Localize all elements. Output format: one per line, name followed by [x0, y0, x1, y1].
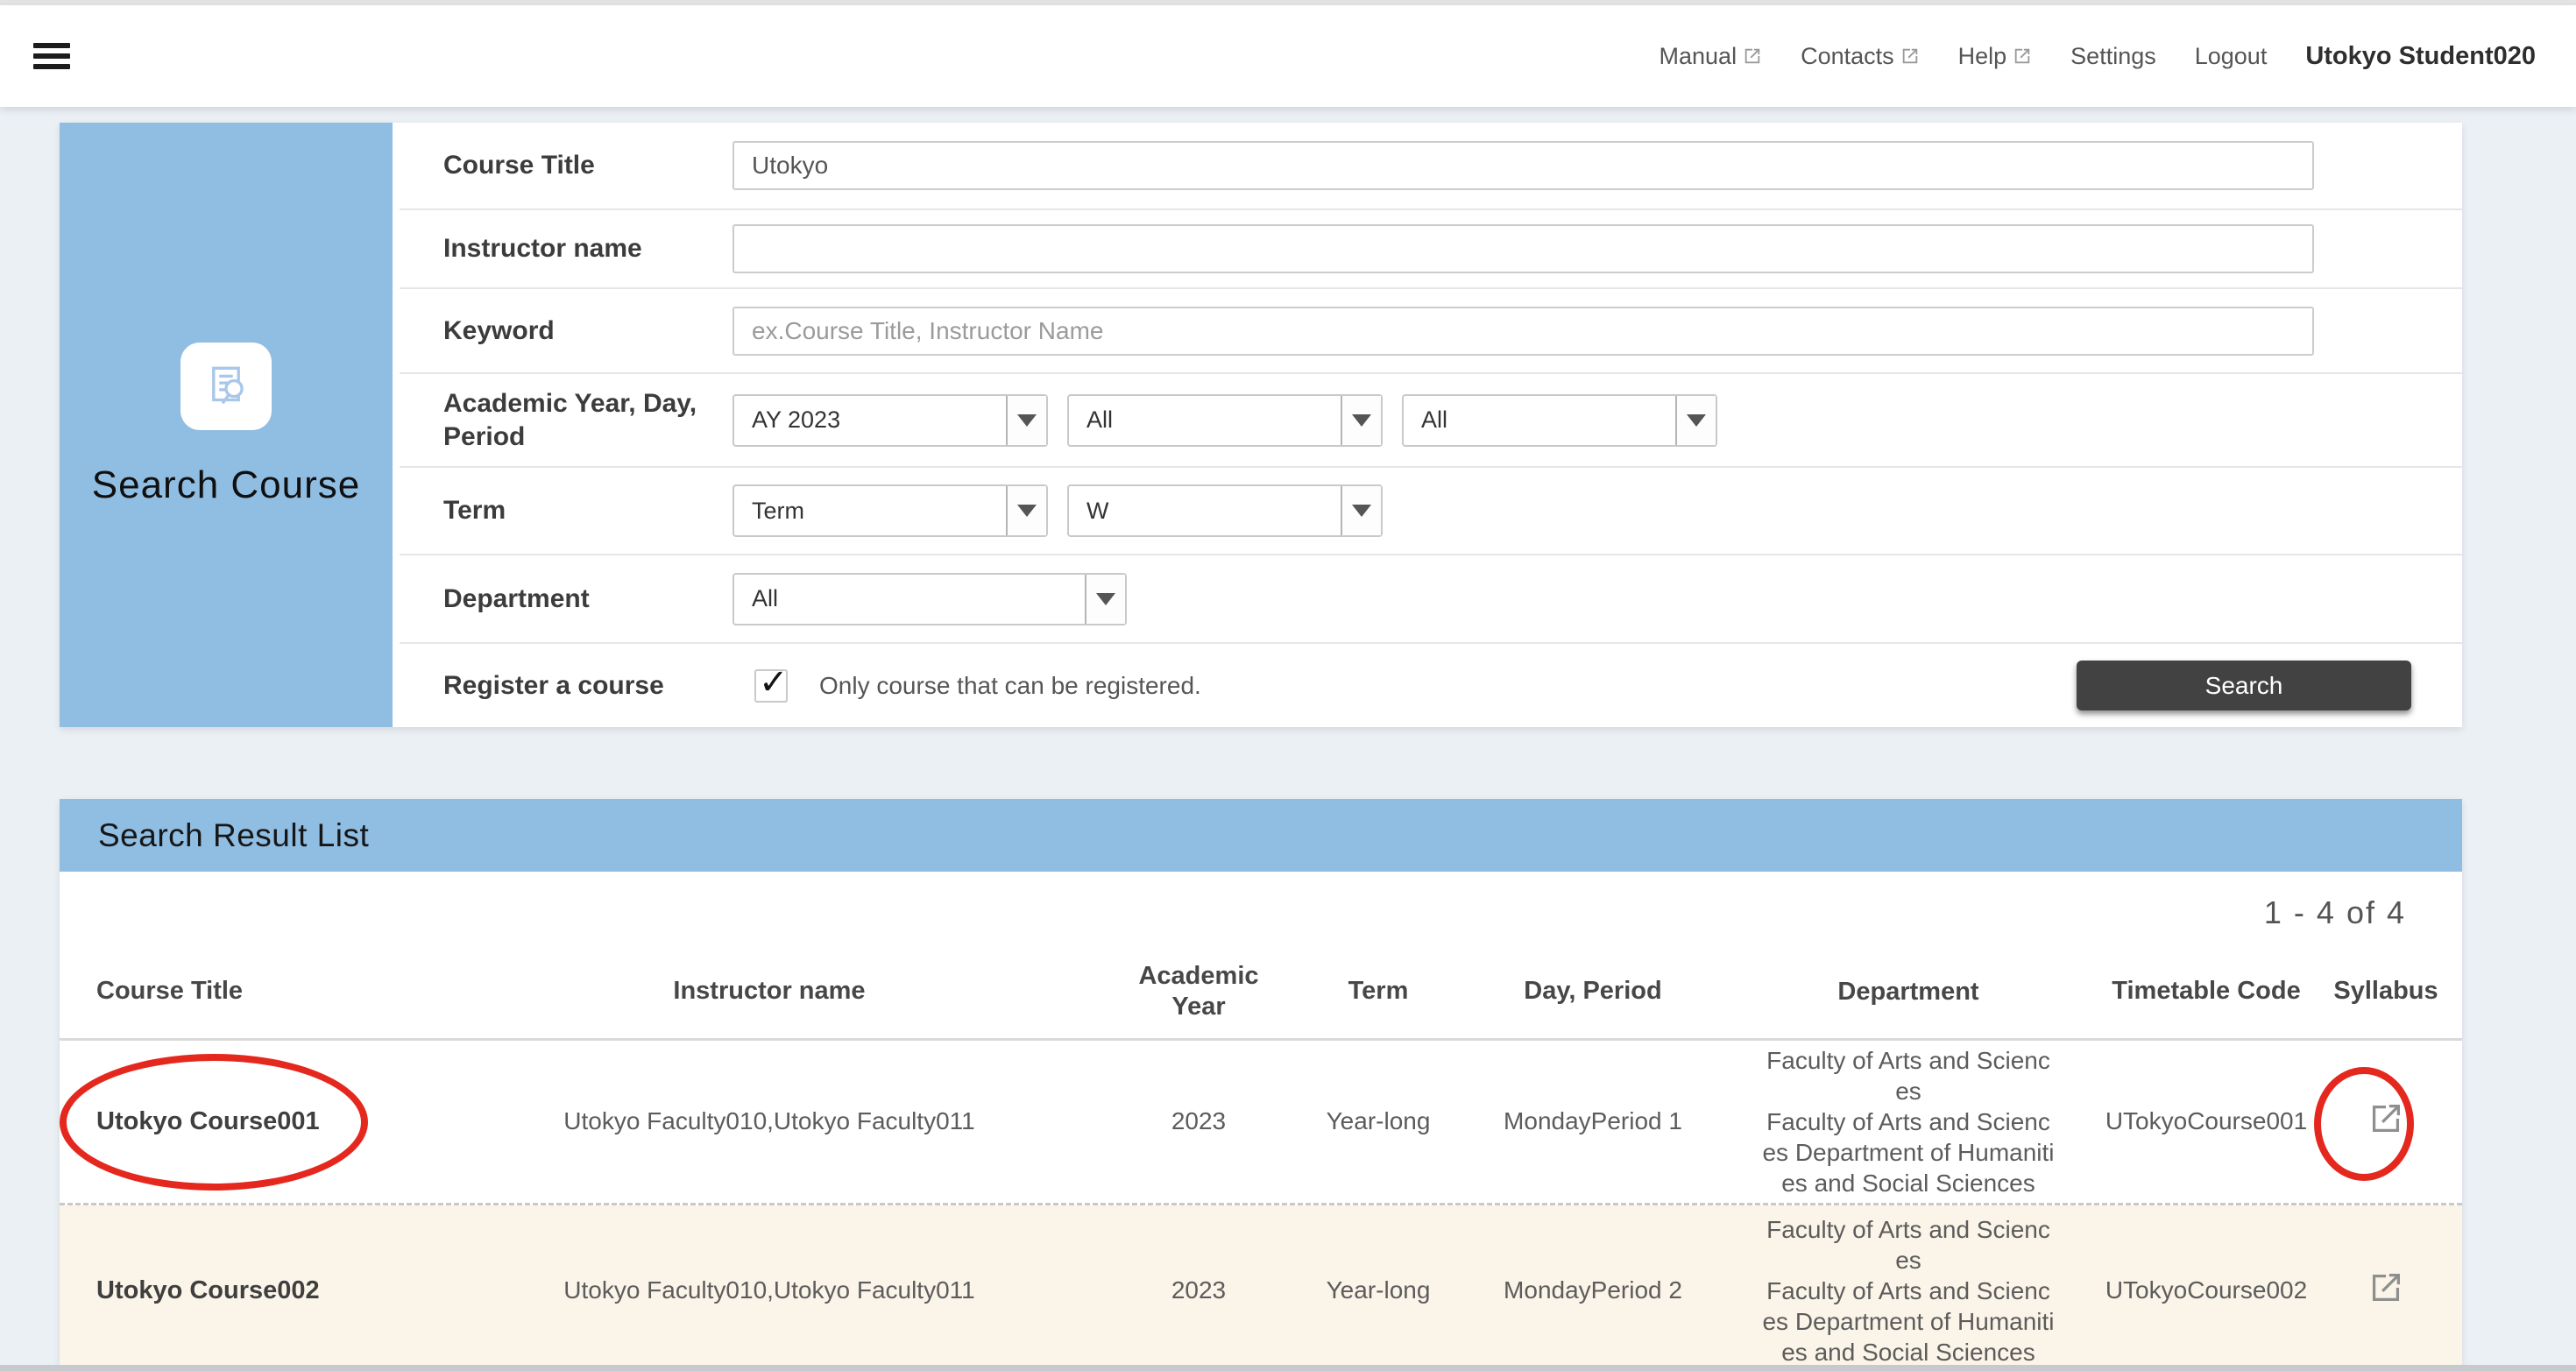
day-select[interactable]: All — [1067, 393, 1383, 447]
day-period-cell: MondayPeriod 1 — [1504, 1107, 1682, 1135]
external-link-icon — [1902, 48, 1917, 64]
period-select[interactable]: All — [1402, 393, 1717, 447]
term-row: Term Term W — [400, 466, 2462, 554]
term-select-value: Term — [752, 497, 804, 524]
instructor-name-row: Instructor name — [400, 208, 2462, 287]
table-row: Utokyo Course001 Utokyo Faculty010,Utoky… — [60, 1041, 2462, 1205]
pagination-status: 1 - 4 of 4 — [2263, 894, 2406, 930]
search-course-icon-card — [180, 343, 272, 430]
instructor-name-label: Instructor name — [443, 234, 642, 264]
instructor-cell: Utokyo Faculty010,Utokyo Faculty011 — [563, 1107, 975, 1135]
timetable-code-cell: UTokyoCourse001 — [2105, 1107, 2308, 1135]
chevron-down-icon — [1675, 395, 1716, 445]
external-link-icon — [2014, 48, 2030, 64]
app-header: Manual Contacts Help Settings Logout Uto… — [0, 5, 2576, 107]
search-form: Course Title Instructor name Keyword Aca… — [400, 123, 2462, 727]
column-day-period: Day, Period — [1524, 977, 1662, 1006]
register-course-checkbox-label: Only course that can be registered. — [819, 671, 1201, 699]
course-title-row: Course Title — [400, 123, 2462, 208]
course-title-input[interactable] — [732, 141, 2314, 190]
course-title-link[interactable]: Utokyo Course001 — [96, 1106, 320, 1135]
course-title-label: Course Title — [443, 151, 595, 180]
department-select[interactable]: All — [732, 572, 1127, 625]
logged-in-user: Utokyo Student020 — [2305, 41, 2536, 70]
academic-year-select-value: AY 2023 — [752, 406, 841, 433]
hamburger-menu-icon[interactable] — [33, 43, 70, 69]
register-course-row: Register a course ✓ Only course that can… — [400, 642, 2462, 727]
period-select-value: All — [1421, 406, 1448, 433]
column-timetable-code: Timetable Code — [2112, 977, 2301, 1006]
department-cell: Faculty of Arts and Scienc es Faculty of… — [1762, 1046, 2055, 1197]
nav-settings[interactable]: Settings — [2070, 43, 2156, 70]
academic-year-cell: 2023 — [1171, 1107, 1227, 1135]
column-department: Department — [1837, 977, 1979, 1006]
keyword-row: Keyword — [400, 287, 2462, 372]
page-bottom-strip — [0, 1365, 2576, 1371]
syllabus-external-link-icon[interactable] — [2366, 1099, 2406, 1139]
term-sub-select-value: W — [1086, 497, 1109, 524]
result-table-header: Course Title Instructor name Academic Ye… — [60, 961, 2462, 1041]
chevron-down-icon — [1006, 395, 1046, 445]
nav-help-label: Help — [1957, 42, 2007, 69]
academic-year-select[interactable]: AY 2023 — [732, 393, 1048, 447]
checkmark-icon: ✓ — [759, 662, 789, 702]
keyword-label: Keyword — [443, 315, 555, 345]
search-button[interactable]: Search — [2077, 661, 2411, 710]
search-panel-title: Search Course — [91, 463, 361, 506]
column-academic-year: Academic Year — [1138, 962, 1259, 1021]
column-syllabus: Syllabus — [2333, 977, 2438, 1006]
day-select-value: All — [1086, 406, 1114, 433]
search-course-sidebar: Search Course — [60, 123, 393, 727]
top-nav: Manual Contacts Help Settings Logout Uto… — [1660, 42, 2536, 71]
search-result-panel: Search Result List 1 - 4 of 4 Course Tit… — [60, 799, 2462, 1371]
term-cell: Year-long — [1326, 1107, 1431, 1135]
column-course-title: Course Title — [96, 977, 244, 1006]
department-label: Department — [443, 583, 590, 613]
academic-year-day-period-label: Academic Year, Day, Period — [443, 389, 697, 451]
syllabus-cell — [2329, 1268, 2443, 1314]
table-row: Utokyo Course002 Utokyo Faculty010,Utoky… — [60, 1205, 2462, 1371]
chevron-down-icon — [1341, 486, 1381, 535]
course-title-link[interactable]: Utokyo Course002 — [96, 1276, 320, 1304]
timetable-code-cell: UTokyoCourse002 — [2105, 1276, 2308, 1304]
department-cell: Faculty of Arts and Scienc es Faculty of… — [1762, 1215, 2055, 1366]
nav-manual-label: Manual — [1659, 42, 1737, 69]
academic-year-day-period-row: Academic Year, Day, Period AY 2023 All A… — [400, 372, 2462, 466]
instructor-name-input[interactable] — [732, 224, 2314, 273]
day-period-cell: MondayPeriod 2 — [1504, 1276, 1682, 1304]
page-top-strip — [0, 0, 2576, 5]
keyword-input[interactable] — [732, 306, 2314, 356]
chevron-down-icon — [1341, 395, 1381, 445]
chevron-down-icon — [1085, 574, 1125, 624]
register-course-checkbox[interactable]: ✓ — [754, 663, 789, 703]
register-course-label: Register a course — [443, 670, 664, 700]
chevron-down-icon — [1006, 486, 1046, 535]
term-sub-select[interactable]: W — [1067, 484, 1383, 537]
department-select-value: All — [752, 585, 779, 611]
nav-logout[interactable]: Logout — [2195, 43, 2268, 70]
nav-help[interactable]: Help — [1958, 43, 2033, 70]
syllabus-external-link-icon[interactable] — [2366, 1268, 2406, 1308]
syllabus-cell — [2329, 1099, 2443, 1145]
academic-year-cell: 2023 — [1171, 1276, 1227, 1304]
column-instructor-name: Instructor name — [673, 977, 866, 1006]
column-term: Term — [1348, 977, 1409, 1006]
term-cell: Year-long — [1326, 1276, 1431, 1304]
department-row: Department All — [400, 554, 2462, 642]
instructor-cell: Utokyo Faculty010,Utokyo Faculty011 — [563, 1276, 975, 1304]
document-search-icon — [212, 366, 244, 405]
term-label: Term — [443, 496, 506, 526]
nav-contacts-label: Contacts — [1801, 42, 1894, 69]
search-result-list-title: Search Result List — [60, 799, 2462, 872]
nav-logout-label: Logout — [2194, 42, 2268, 69]
nav-contacts[interactable]: Contacts — [1801, 43, 1920, 70]
nav-manual[interactable]: Manual — [1660, 43, 1763, 70]
nav-settings-label: Settings — [2070, 42, 2156, 69]
search-course-panel: Search Course Course Title Instructor na… — [60, 123, 2462, 727]
external-link-icon — [1744, 48, 1760, 64]
term-select[interactable]: Term — [732, 484, 1048, 537]
